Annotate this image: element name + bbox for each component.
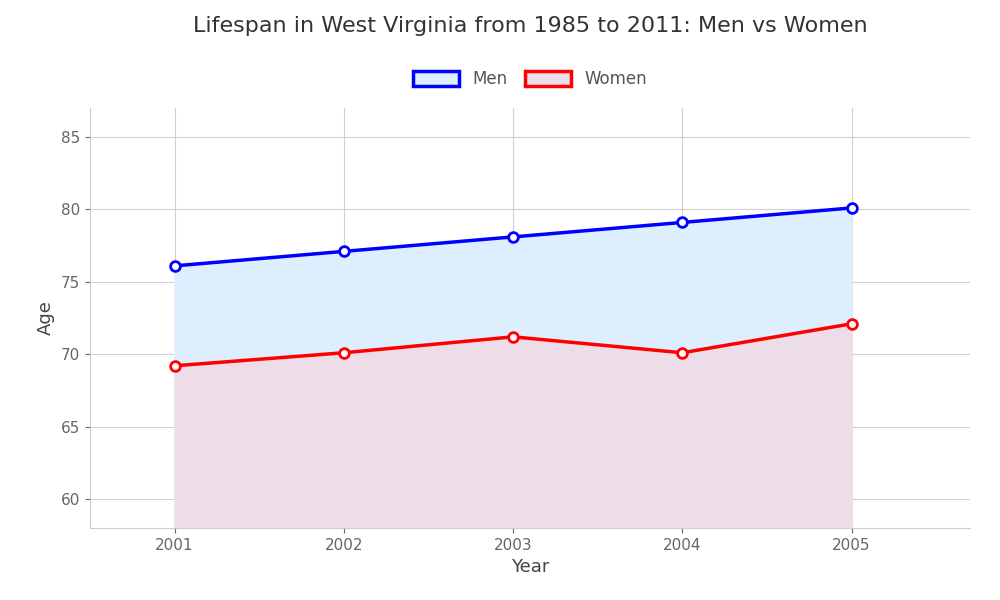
X-axis label: Year: Year (511, 558, 549, 576)
Legend: Men, Women: Men, Women (404, 62, 656, 97)
Title: Lifespan in West Virginia from 1985 to 2011: Men vs Women: Lifespan in West Virginia from 1985 to 2… (193, 16, 867, 35)
Y-axis label: Age: Age (37, 301, 55, 335)
